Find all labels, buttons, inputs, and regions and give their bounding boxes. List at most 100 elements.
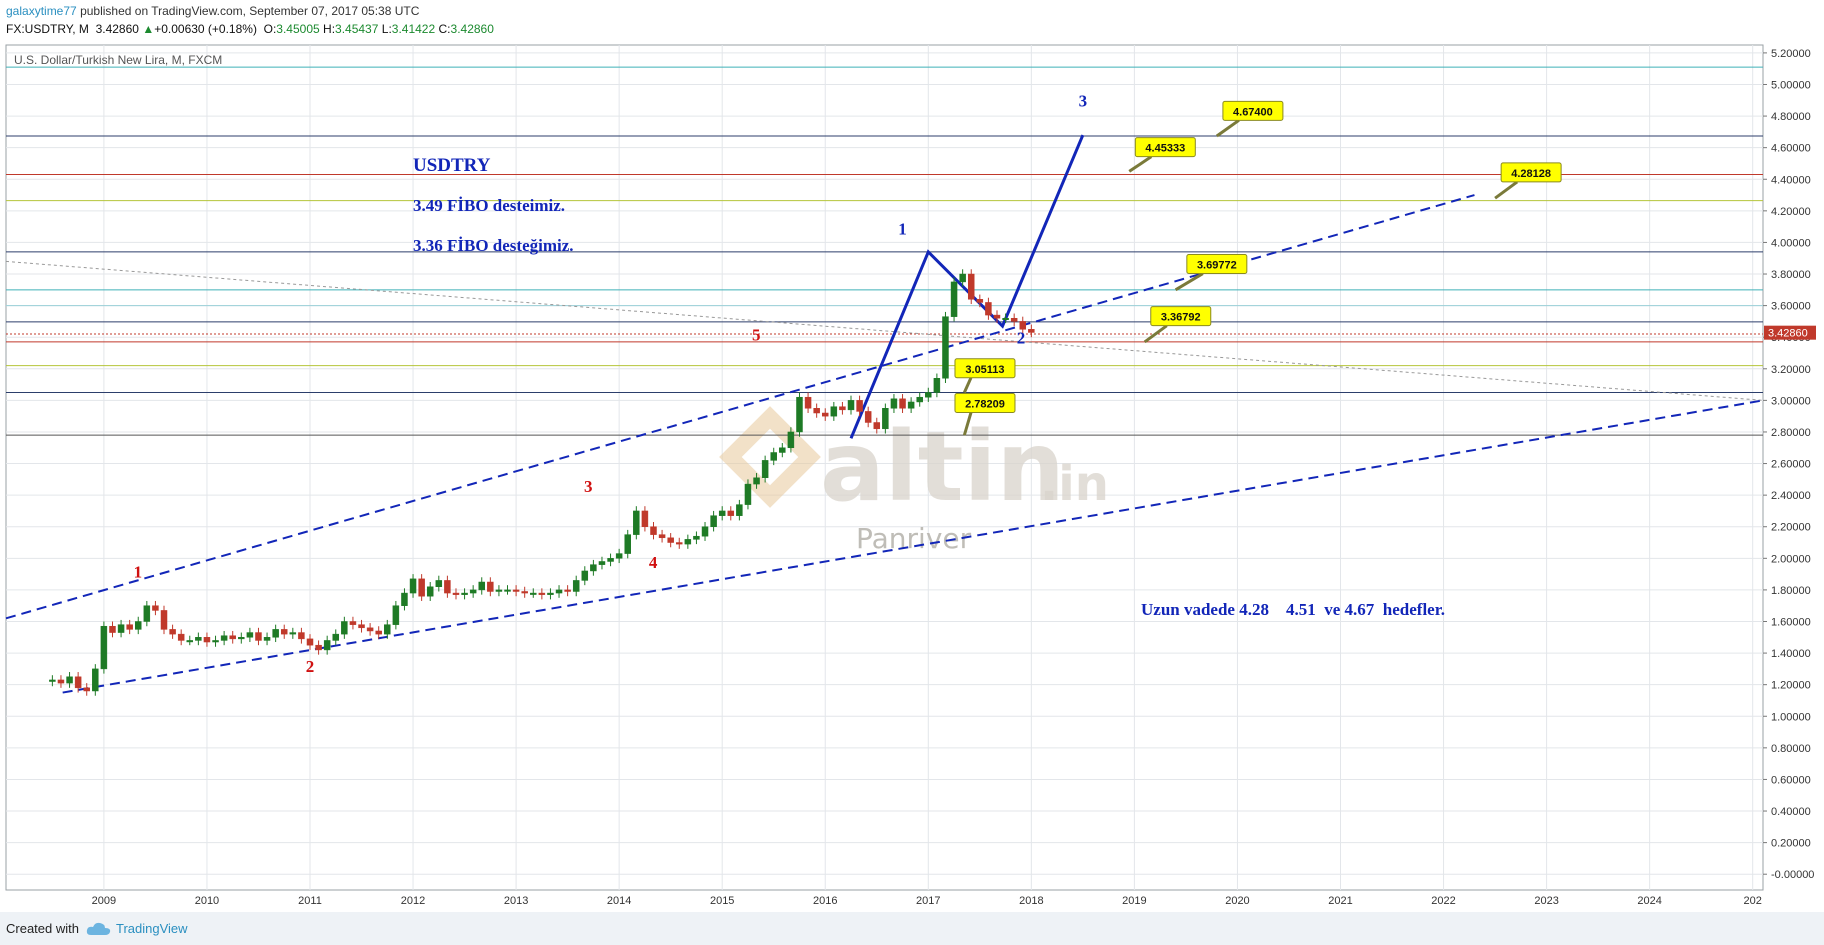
low-value: 3.41422 bbox=[391, 22, 436, 36]
watermark-brand: altin bbox=[820, 411, 1065, 523]
candle-body bbox=[74, 676, 82, 689]
y-tick-label: 1.40000 bbox=[1771, 648, 1811, 660]
candle-body bbox=[624, 534, 631, 554]
candle-body bbox=[1028, 329, 1035, 333]
x-tick-label: 202 bbox=[1744, 895, 1762, 907]
x-tick-label: 2014 bbox=[607, 895, 631, 907]
y-tick-label: 1.20000 bbox=[1771, 680, 1811, 692]
high-label: H: bbox=[323, 22, 336, 36]
candle-body bbox=[177, 633, 185, 641]
candle-body bbox=[633, 510, 640, 535]
candle-body bbox=[49, 679, 56, 682]
candle-body bbox=[323, 640, 331, 651]
candle-body bbox=[925, 392, 932, 398]
candle-body bbox=[787, 431, 795, 449]
published-text: published on TradingView.com, September … bbox=[80, 4, 420, 18]
callout-box bbox=[1186, 254, 1248, 275]
callout-label: 3.69772 bbox=[1197, 260, 1237, 272]
candle-body bbox=[804, 396, 812, 409]
candle-body bbox=[469, 589, 477, 594]
x-tick-label: 2011 bbox=[298, 895, 322, 907]
y-tick-label: 3.00000 bbox=[1771, 395, 1811, 407]
callout-pointer bbox=[962, 377, 973, 394]
candle-body bbox=[538, 592, 546, 595]
publish-line: galaxytime77 published on TradingView.co… bbox=[6, 4, 419, 18]
callout-pointer bbox=[962, 412, 973, 436]
footer-bar: Created with TradingView bbox=[0, 912, 1824, 945]
callouts: 3.05113 2.78209 3.36792 3.69772 4.45333 4.674… bbox=[954, 100, 1562, 436]
change-value: +0.00630 (+0.18%) bbox=[154, 22, 257, 36]
wave-label: 2 bbox=[1017, 329, 1026, 348]
candle-body bbox=[487, 581, 494, 592]
candle-body bbox=[426, 586, 434, 597]
candle-body bbox=[744, 483, 752, 505]
close-value: 3.42860 bbox=[450, 22, 494, 36]
watermark-suffix: .in bbox=[1040, 456, 1109, 512]
wave-label: 1 bbox=[898, 220, 907, 239]
candle-body bbox=[907, 401, 915, 409]
candle-body bbox=[959, 273, 966, 283]
candle-body bbox=[1019, 321, 1027, 330]
created-with-label: Created with bbox=[6, 921, 79, 936]
candle-body bbox=[736, 504, 743, 516]
plot-frame bbox=[5, 44, 1764, 891]
open-value: 3.45005 bbox=[276, 22, 320, 36]
wave-label: 4 bbox=[649, 553, 658, 572]
callout-label: 4.28128 bbox=[1511, 168, 1551, 180]
y-tick-label: 3.60000 bbox=[1771, 301, 1811, 313]
candle-body bbox=[57, 679, 65, 684]
candle-body bbox=[718, 510, 726, 516]
candle-body bbox=[143, 605, 151, 622]
callout-label: 2.78209 bbox=[965, 399, 1005, 411]
candle-body bbox=[650, 526, 657, 535]
callout-pointer bbox=[1494, 180, 1519, 200]
price-chart[interactable]: altin .in Panriver 1 2 3 4 5 1 2 3 3.05113 2.782… bbox=[0, 0, 1824, 912]
callout-label: 4.67400 bbox=[1233, 106, 1273, 118]
y-tick-label: 4.80000 bbox=[1771, 111, 1811, 123]
candle-body bbox=[220, 635, 228, 641]
candle-body bbox=[349, 621, 357, 625]
candle-body bbox=[658, 534, 666, 539]
candle-body bbox=[564, 589, 571, 592]
high-value: 3.45437 bbox=[335, 22, 379, 36]
candle-body bbox=[169, 629, 176, 635]
last-price: 3.42860 bbox=[95, 22, 139, 36]
watermark-sub: Panriver bbox=[856, 522, 972, 555]
author-link[interactable]: galaxytime77 bbox=[6, 4, 77, 18]
candle-body bbox=[160, 610, 168, 630]
candle-body bbox=[263, 637, 271, 641]
candle-body bbox=[882, 408, 889, 430]
y-tick-label: 4.40000 bbox=[1771, 174, 1811, 186]
last-price-badge bbox=[1764, 325, 1816, 340]
candle-body bbox=[504, 589, 511, 592]
y-tick-label: 0.20000 bbox=[1771, 838, 1811, 850]
candle-body bbox=[444, 580, 451, 594]
candle-body bbox=[727, 510, 735, 516]
candle-body bbox=[985, 302, 992, 316]
tradingview-link[interactable]: TradingView bbox=[86, 918, 188, 936]
annotation-fibo-336: 3.36 FİBO desteğimiz. bbox=[413, 236, 574, 255]
annotation-targets: Uzun vadede 4.28 4.51 ve 4.67 hedefler. bbox=[1141, 600, 1445, 619]
candle-body bbox=[229, 635, 236, 640]
candle-body bbox=[272, 629, 279, 638]
candle-body bbox=[684, 539, 692, 545]
candle-body bbox=[547, 592, 554, 595]
candle-body bbox=[779, 447, 786, 453]
candle-body bbox=[83, 687, 90, 692]
x-tick-label: 2015 bbox=[710, 895, 734, 907]
horizontal-levels bbox=[6, 66, 1763, 436]
candle-body bbox=[126, 624, 133, 630]
candle-body bbox=[401, 592, 408, 606]
candle-body bbox=[873, 422, 881, 430]
candle-body bbox=[478, 581, 485, 591]
close-label: C: bbox=[438, 22, 451, 36]
wave-label: 2 bbox=[306, 657, 315, 676]
callout-box bbox=[954, 358, 1016, 379]
x-tick-label: 2022 bbox=[1431, 895, 1455, 907]
candle-body bbox=[246, 632, 254, 638]
x-tick-label: 2024 bbox=[1637, 895, 1661, 907]
callout-label: 4.45333 bbox=[1145, 143, 1185, 155]
y-tick-label: 1.60000 bbox=[1771, 616, 1811, 628]
candle-body bbox=[761, 460, 769, 479]
candle-body bbox=[92, 668, 99, 692]
